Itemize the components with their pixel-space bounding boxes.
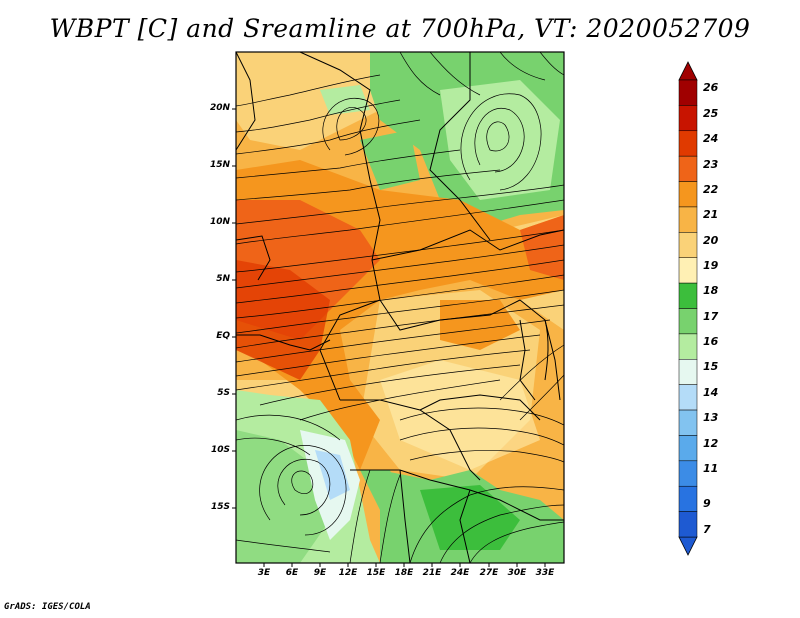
colorbar-label: 23 xyxy=(703,158,719,171)
lon-label: 12E xyxy=(338,568,358,578)
colorbar-segment xyxy=(678,181,698,208)
colorbar-segment xyxy=(678,282,698,309)
colorbar-segment xyxy=(678,409,698,436)
colorbar-segment xyxy=(678,511,698,538)
colorbar-label: 22 xyxy=(703,183,719,196)
colorbar-label: 16 xyxy=(703,335,719,348)
colorbar-label: 13 xyxy=(703,411,719,424)
colorbar-label: 26 xyxy=(703,81,719,94)
colorbar-label: 15 xyxy=(703,360,719,373)
colorbar-label: 17 xyxy=(703,310,719,323)
chart-title: WBPT [C] and Sreamline at 700hPa, VT: 20… xyxy=(49,14,751,43)
colorbar-segment xyxy=(678,359,698,385)
colorbar-segment xyxy=(678,79,698,106)
colorbar-segment xyxy=(678,384,698,411)
colorbar-label: 24 xyxy=(703,132,719,145)
colorbar-segment xyxy=(678,308,698,335)
lon-label: 18E xyxy=(394,568,414,578)
colorbar-label: 21 xyxy=(703,208,719,221)
colorbar-label: 9 xyxy=(703,497,711,510)
colorbar-label: 25 xyxy=(703,107,719,120)
colorbar-label: 12 xyxy=(703,437,719,450)
lon-label: 3E xyxy=(257,568,271,578)
lon-label: 30E xyxy=(507,568,527,578)
colorbar-label: 7 xyxy=(703,523,711,536)
colorbar-label: 14 xyxy=(703,386,719,399)
lat-label: 20N xyxy=(209,103,230,113)
lat-label: 10S xyxy=(210,445,230,455)
lon-label: 24E xyxy=(450,568,470,578)
map-frame xyxy=(235,51,565,564)
colorbar-segment xyxy=(678,333,698,360)
lon-label: 33E xyxy=(535,568,555,578)
colorbar-segment xyxy=(678,206,698,233)
colorbar-segment xyxy=(678,485,698,512)
lat-label: 10N xyxy=(209,217,230,227)
colorbar-top-arrow xyxy=(678,61,698,81)
colorbar-segment xyxy=(678,460,698,487)
lat-label: EQ xyxy=(216,331,230,341)
colorbar-bottom-arrow xyxy=(678,536,698,556)
wbpt-field xyxy=(236,52,564,563)
lon-label: 27E xyxy=(479,568,499,578)
colorbar-label: 20 xyxy=(703,234,719,247)
streamlines xyxy=(236,52,564,563)
colorbar-segment xyxy=(678,257,698,284)
axis-ticks xyxy=(232,108,546,567)
colorbar-label: 11 xyxy=(703,462,719,475)
colorbar-label: 18 xyxy=(703,284,719,297)
colorbar-segment xyxy=(678,105,698,132)
colorbar xyxy=(678,61,698,556)
colorbar-segment xyxy=(678,232,698,258)
colorbar-segment xyxy=(678,155,698,182)
colorbar-segment xyxy=(678,435,698,462)
credit-text: GrADS: IGES/COLA xyxy=(4,602,91,612)
lat-label: 15N xyxy=(209,160,230,170)
lon-label: 21E xyxy=(422,568,442,578)
colorbar-segment xyxy=(678,130,698,157)
lon-label: 9E xyxy=(313,568,327,578)
lon-label: 6E xyxy=(285,568,299,578)
lon-label: 15E xyxy=(366,568,386,578)
lat-label: 5N xyxy=(216,274,230,284)
lat-label: 15S xyxy=(210,502,230,512)
lat-label: 5S xyxy=(217,388,230,398)
country-borders xyxy=(236,52,564,563)
colorbar-label: 19 xyxy=(703,259,719,272)
